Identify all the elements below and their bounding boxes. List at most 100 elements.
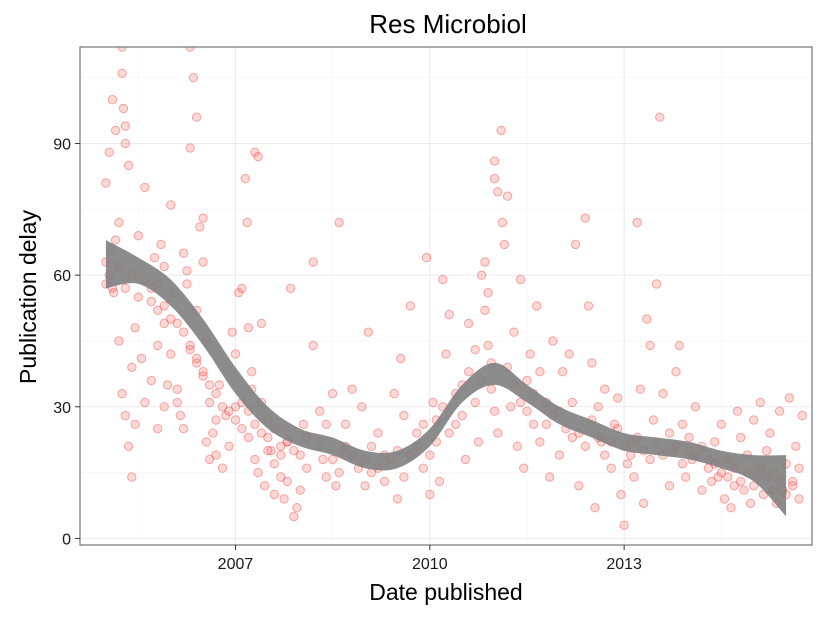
data-point: [548, 336, 558, 346]
data-point: [570, 239, 581, 250]
y-axis-title: Publication delay: [15, 210, 41, 384]
data-point: [263, 446, 273, 456]
data-point: [396, 353, 406, 364]
data-point: [664, 428, 675, 438]
data-point: [535, 437, 545, 447]
data-point: [120, 410, 131, 421]
data-point: [224, 441, 234, 451]
data-point: [201, 437, 212, 447]
data-point: [191, 358, 202, 368]
data-point: [162, 380, 173, 390]
data-point: [684, 432, 694, 443]
data-point: [791, 441, 801, 451]
data-point: [318, 454, 328, 465]
data-point: [256, 318, 267, 329]
data-point: [117, 68, 127, 79]
data-point: [629, 472, 639, 482]
data-point: [185, 143, 195, 153]
data-point: [276, 450, 286, 460]
data-point: [671, 367, 681, 377]
data-point: [600, 450, 610, 460]
data-point: [464, 318, 474, 329]
data-point: [593, 402, 603, 412]
data-point: [677, 419, 688, 429]
data-point: [136, 353, 147, 364]
data-point: [172, 384, 182, 394]
data-point: [276, 441, 286, 451]
data-point: [234, 288, 244, 298]
data-point: [269, 459, 279, 469]
data-point: [315, 406, 325, 416]
data-point: [749, 481, 759, 491]
data-point: [242, 217, 252, 228]
data-point: [240, 173, 250, 184]
data-point: [473, 437, 484, 447]
data-point: [289, 511, 299, 522]
data-point: [710, 437, 720, 447]
data-point: [736, 476, 746, 487]
data-point: [723, 472, 733, 482]
data-point: [421, 252, 432, 263]
data-point: [334, 217, 344, 228]
data-point: [146, 375, 157, 386]
data-point: [204, 397, 215, 408]
data-point: [127, 362, 137, 372]
data-point: [120, 138, 131, 149]
data-point: [123, 160, 134, 171]
data-point: [632, 217, 642, 228]
data-point: [104, 147, 114, 158]
data-point: [159, 301, 169, 311]
data-point: [221, 410, 231, 421]
data-point: [794, 463, 804, 473]
data-point: [191, 353, 202, 364]
data-point: [327, 454, 338, 465]
data-point: [302, 463, 312, 473]
data-point: [109, 288, 119, 298]
y-tick-label: 0: [62, 531, 71, 548]
data-point: [499, 239, 509, 250]
data-point: [360, 481, 370, 491]
data-point: [480, 257, 490, 267]
data-point: [590, 503, 600, 513]
data-point: [677, 459, 688, 469]
x-tick-label: 2007: [218, 556, 254, 573]
data-point: [120, 121, 131, 131]
data-point: [198, 371, 208, 381]
data-point: [609, 419, 620, 429]
data-point: [497, 217, 508, 228]
data-point: [159, 318, 169, 329]
data-point: [133, 292, 144, 302]
data-point: [172, 318, 182, 329]
data-point: [658, 388, 668, 399]
data-point: [153, 305, 163, 315]
data-point: [674, 340, 684, 351]
data-point: [664, 481, 675, 491]
data-point: [195, 222, 205, 232]
data-point: [224, 406, 234, 416]
data-point: [153, 424, 163, 434]
data-point: [622, 459, 633, 469]
data-point: [253, 467, 263, 478]
data-point: [638, 498, 649, 508]
data-point: [363, 327, 373, 337]
data-point: [794, 494, 804, 504]
data-point: [266, 446, 276, 456]
data-point: [509, 327, 519, 337]
data-point: [295, 485, 305, 495]
data-point: [211, 388, 221, 399]
data-point: [366, 441, 377, 451]
data-point: [117, 47, 127, 52]
data-point: [279, 494, 289, 504]
x-axis-title: Date published: [369, 579, 522, 605]
data-point: [418, 463, 428, 473]
data-point: [580, 213, 590, 223]
data-point: [253, 152, 263, 162]
data-point: [159, 402, 169, 412]
data-point: [425, 450, 435, 460]
data-point: [470, 397, 480, 408]
data-point: [528, 419, 539, 429]
y-tick-label: 90: [53, 137, 71, 154]
data-point: [178, 248, 189, 258]
smooth-confidence-band: [105, 240, 787, 517]
data-point: [489, 406, 500, 416]
